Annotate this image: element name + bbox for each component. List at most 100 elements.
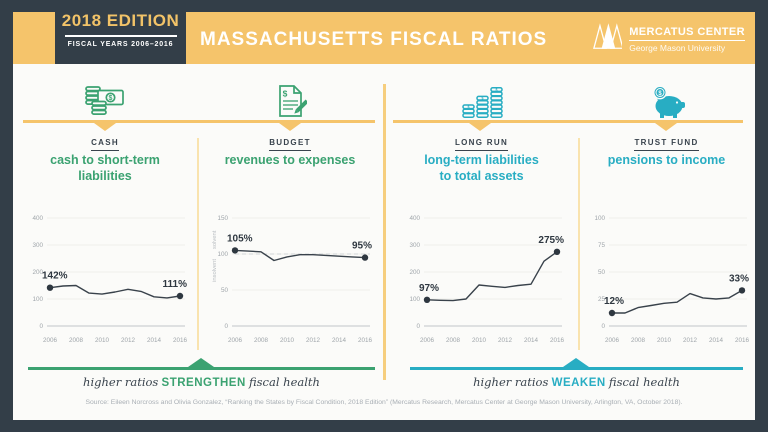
svg-text:0: 0 (224, 323, 228, 330)
chevron-down-icon (469, 123, 491, 131)
svg-text:2012: 2012 (682, 337, 697, 344)
svg-text:solvent: solvent (212, 230, 218, 249)
section-cash: $ CASH cash to short-term liabilities 0 1… (13, 64, 197, 420)
svg-text:2014: 2014 (708, 337, 723, 344)
svg-text:25: 25 (597, 296, 605, 303)
svg-text:300: 300 (409, 242, 420, 249)
svg-text:200: 200 (409, 269, 420, 276)
svg-text:2006: 2006 (228, 337, 243, 344)
column-divider (197, 138, 199, 350)
edition-label: 2018 EDITION (61, 11, 180, 30)
svg-text:0: 0 (416, 323, 420, 330)
svg-text:$: $ (481, 97, 483, 101)
svg-text:2006: 2006 (604, 337, 619, 344)
svg-text:2008: 2008 (254, 337, 269, 344)
svg-text:50: 50 (221, 287, 229, 294)
strengthen-caption: higher ratios STRENGTHEN fiscal health (83, 375, 320, 389)
svg-text:97%: 97% (419, 283, 439, 294)
svg-text:150: 150 (217, 215, 228, 222)
svg-text:33%: 33% (728, 273, 748, 284)
logo-subname: George Mason University (629, 43, 726, 53)
svg-text:200: 200 (32, 269, 43, 276)
strengthen-line (28, 367, 375, 370)
section-subtitle: cash to short-term liabilities (50, 153, 160, 184)
weaken-caption: higher ratios WEAKEN fiscal health (473, 375, 680, 389)
weaken-line (410, 367, 743, 370)
svg-text:2014: 2014 (332, 337, 347, 344)
svg-text:2008: 2008 (445, 337, 460, 344)
svg-text:100: 100 (409, 296, 420, 303)
badge-divider (64, 35, 177, 37)
svg-text:95%: 95% (352, 241, 372, 252)
section-label-trust-fund: TRUST FUND (578, 132, 755, 151)
triangle-up-icon (188, 358, 214, 367)
mercatus-logo: MERCATUS CENTER George Mason University (592, 22, 745, 57)
svg-text:2006: 2006 (43, 337, 58, 344)
section-subtitle: long-term liabilities to total assets (424, 153, 539, 184)
svg-text:105%: 105% (227, 233, 253, 244)
logo-name: MERCATUS CENTER (629, 26, 745, 41)
svg-text:300: 300 (32, 242, 43, 249)
svg-text:100: 100 (217, 251, 228, 258)
svg-text:400: 400 (32, 215, 43, 222)
svg-text:2010: 2010 (471, 337, 486, 344)
svg-text:2012: 2012 (306, 337, 321, 344)
fiscal-years-label: FISCAL YEARS 2006–2016 (67, 41, 174, 48)
svg-text:50: 50 (597, 269, 605, 276)
svg-text:$: $ (283, 89, 288, 99)
section-label-budget: BUDGET (197, 132, 383, 151)
chevron-down-icon (279, 123, 301, 131)
section-label-long-run: LONG RUN (385, 132, 578, 151)
section-subtitle: revenues to expenses (224, 153, 356, 167)
svg-text:12%: 12% (604, 296, 624, 307)
content-card: $ CASH cash to short-term liabilities 0 1… (13, 64, 755, 420)
svg-text:2016: 2016 (358, 337, 373, 344)
section-long-run: $ $ $ LONG RUN long-term liabilities to to… (385, 64, 578, 420)
svg-text:111%: 111% (163, 279, 188, 290)
chart-long-run: 0 100 200 300 400 97% 275% 2006 2008 2010 2012 2014… (385, 204, 578, 350)
svg-text:2014: 2014 (147, 337, 162, 344)
svg-text:100: 100 (594, 215, 605, 222)
chart-cash: 0 100 200 300 400 142% 111% 2006 2008 2010 2012 201… (13, 204, 197, 350)
coin-stacks-icon: $ $ $ (385, 84, 578, 118)
piggy-bank-icon: $ (578, 84, 755, 118)
svg-text:2008: 2008 (630, 337, 645, 344)
svg-text:75: 75 (597, 242, 605, 249)
svg-text:2008: 2008 (69, 337, 84, 344)
chevron-down-icon (94, 123, 116, 131)
section-label-cash: CASH (13, 132, 197, 151)
svg-text:142%: 142% (42, 271, 68, 282)
budget-document-icon: $ (197, 84, 383, 118)
svg-text:0: 0 (601, 323, 605, 330)
svg-text:2012: 2012 (121, 337, 136, 344)
triangle-up-icon (563, 358, 589, 367)
svg-text:2010: 2010 (656, 337, 671, 344)
chart-trust-fund: 0 25 50 75 100 12% 33% 2006 2008 2010 2012 2014 2016 (578, 204, 755, 350)
svg-text:2010: 2010 (95, 337, 110, 344)
svg-text:2016: 2016 (173, 337, 188, 344)
svg-text:2006: 2006 (419, 337, 434, 344)
mercatus-triangles-icon (592, 22, 624, 57)
svg-text:2014: 2014 (523, 337, 538, 344)
svg-text:2016: 2016 (549, 337, 564, 344)
source-citation: Source: Eileen Norcross and Olivia Gonza… (85, 399, 683, 406)
svg-text:2016: 2016 (734, 337, 749, 344)
svg-text:400: 400 (409, 215, 420, 222)
left-accent-line (23, 120, 375, 123)
svg-text:2010: 2010 (280, 337, 295, 344)
svg-text:$: $ (658, 91, 662, 97)
section-subtitle: pensions to income (607, 153, 726, 167)
center-divider (383, 84, 386, 380)
svg-text:$: $ (495, 88, 497, 92)
column-divider (578, 138, 580, 350)
chart-budget: 0 50 100 150 solvent insolvent 105% 95% 2006 2008… (197, 204, 383, 350)
svg-text:100: 100 (32, 296, 43, 303)
chevron-down-icon (655, 123, 677, 131)
svg-text:$: $ (109, 95, 113, 102)
svg-text:275%: 275% (538, 235, 564, 246)
svg-text:insolvent: insolvent (212, 259, 218, 282)
svg-text:$: $ (467, 105, 469, 109)
right-accent-line (393, 120, 743, 123)
section-budget: $ BUDGET revenues to expenses 0 50 100 150 s… (197, 64, 383, 420)
